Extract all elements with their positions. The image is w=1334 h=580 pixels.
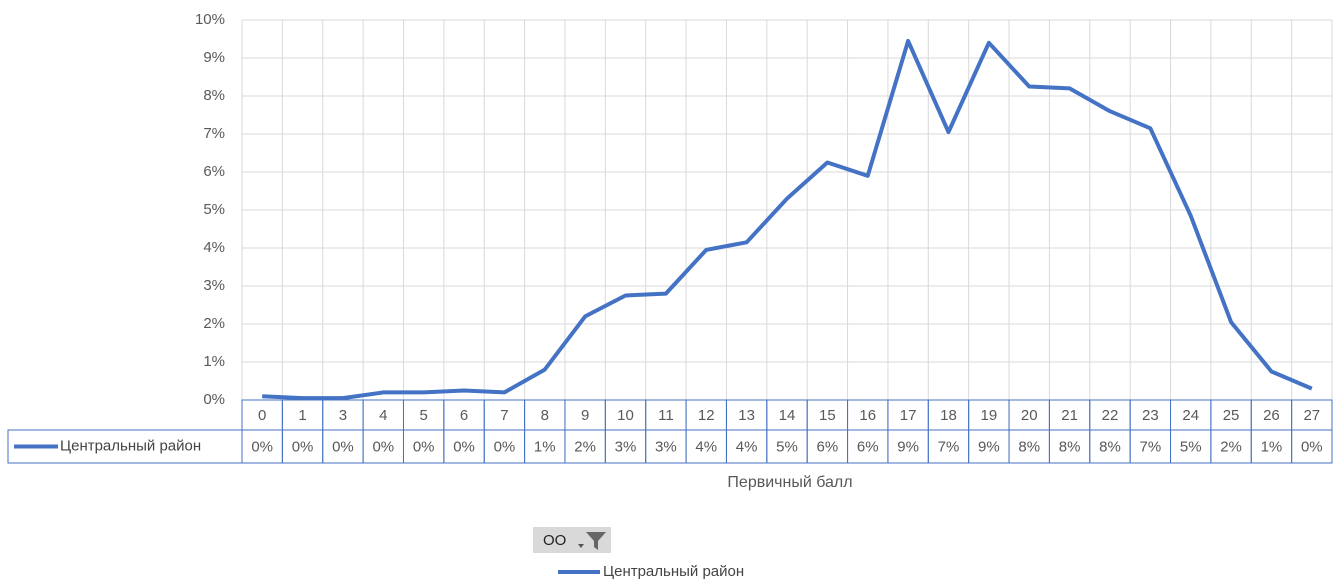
x-tick-label: 17 [900, 407, 917, 424]
data-table-value: 6% [857, 438, 879, 455]
y-tick-label: 2% [203, 315, 225, 332]
x-tick-label: 0 [258, 407, 266, 424]
x-tick-label: 23 [1142, 407, 1159, 424]
data-table-value: 0% [292, 438, 314, 455]
x-tick-label: 21 [1061, 407, 1078, 424]
x-tick-label: 6 [460, 407, 468, 424]
data-table-value: 0% [332, 438, 354, 455]
x-tick-label: 24 [1182, 407, 1199, 424]
data-table-value: 7% [938, 438, 960, 455]
data-table-series-name: Центральный район [60, 437, 201, 454]
data-table-value: 2% [574, 438, 596, 455]
data-table-value: 6% [817, 438, 839, 455]
y-tick-label: 10% [195, 11, 225, 28]
data-table-value: 5% [776, 438, 798, 455]
x-tick-label: 26 [1263, 407, 1280, 424]
dropdown-arrow [578, 544, 584, 548]
data-table-value: 0% [453, 438, 475, 455]
x-tick-label: 12 [698, 407, 715, 424]
x-tick-label: 14 [779, 407, 796, 424]
x-tick-label: 15 [819, 407, 836, 424]
data-table-value: 3% [615, 438, 637, 455]
x-tick-label: 25 [1223, 407, 1240, 424]
y-tick-label: 6% [203, 163, 225, 180]
x-tick-label: 3 [339, 407, 347, 424]
filter-icon [586, 532, 606, 550]
x-tick-label: 20 [1021, 407, 1038, 424]
data-table-value: 7% [1139, 438, 1161, 455]
x-tick-label: 7 [500, 407, 508, 424]
data-table-value: 4% [736, 438, 758, 455]
x-tick-label: 10 [617, 407, 634, 424]
x-tick-label: 9 [581, 407, 589, 424]
x-tick-label: 1 [298, 407, 306, 424]
x-tick-label: 19 [981, 407, 998, 424]
data-table-value: 9% [897, 438, 919, 455]
legend-label: Центральный район [603, 563, 744, 580]
y-tick-label: 9% [203, 49, 225, 66]
x-axis-title: Первичный балл [727, 474, 852, 491]
data-table-value: 1% [534, 438, 556, 455]
data-table-value: 1% [1261, 438, 1283, 455]
data-table-value: 2% [1220, 438, 1242, 455]
y-tick-label: 1% [203, 353, 225, 370]
y-tick-label: 4% [203, 239, 225, 256]
data-table-value: 3% [655, 438, 677, 455]
data-table-value: 8% [1059, 438, 1081, 455]
y-tick-label: 3% [203, 277, 225, 294]
y-tick-label: 7% [203, 125, 225, 142]
y-tick-label: 0% [203, 391, 225, 408]
x-tick-label: 8 [541, 407, 549, 424]
data-table-value: 0% [494, 438, 516, 455]
data-table-value: 8% [1099, 438, 1121, 455]
filter-button-label[interactable]: ОО [543, 532, 566, 549]
value-cell [1291, 429, 1333, 464]
data-table-value: 0% [1301, 438, 1323, 455]
data-table-value: 5% [1180, 438, 1202, 455]
y-tick-label: 5% [203, 201, 225, 218]
data-table-value: 9% [978, 438, 1000, 455]
x-tick-label: 13 [738, 407, 755, 424]
data-table-value: 0% [413, 438, 435, 455]
x-tick-label: 18 [940, 407, 957, 424]
x-tick-label: 22 [1102, 407, 1119, 424]
x-tick-label: 5 [419, 407, 427, 424]
x-tick-label: 27 [1303, 407, 1320, 424]
x-tick-label: 11 [658, 407, 674, 424]
data-table-value: 0% [251, 438, 273, 455]
data-table-value: 8% [1018, 438, 1040, 455]
series-line [262, 38, 1313, 401]
data-table-value: 0% [372, 438, 394, 455]
data-table-value: 4% [695, 438, 717, 455]
x-tick-label: 16 [859, 407, 876, 424]
x-tick-label: 4 [379, 407, 387, 424]
y-tick-label: 8% [203, 87, 225, 104]
